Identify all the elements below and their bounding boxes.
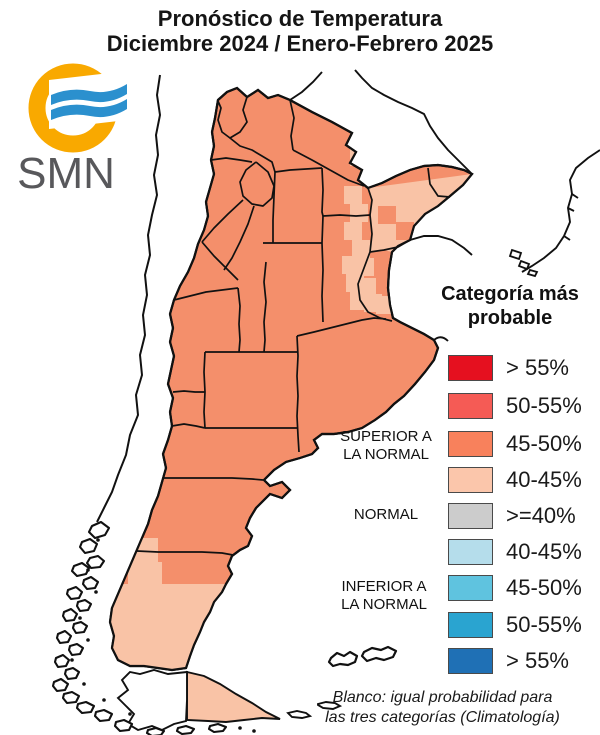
fjord-islets xyxy=(70,538,256,733)
title-line-2: Diciembre 2024 / Enero-Febrero 2025 xyxy=(106,31,494,56)
legend-swatch xyxy=(448,575,493,601)
argentina-outline xyxy=(108,86,474,672)
neighbor-borders xyxy=(289,69,600,342)
legend-title: Categoría más probable xyxy=(441,283,579,329)
legend-swatch xyxy=(448,355,493,381)
legend-swatch-label: 45-50% xyxy=(506,431,582,456)
logo-waves xyxy=(51,84,127,120)
category-label-superior: SUPERIOR A LA NORMAL xyxy=(340,428,432,463)
coastal-lagoon-islands xyxy=(508,248,539,278)
tierra-del-fuego-argentina xyxy=(186,670,281,723)
legend-swatch xyxy=(448,539,493,565)
tierra-del-fuego-chile xyxy=(116,669,188,732)
legend-row: > 55% xyxy=(448,648,569,674)
title-line-1: Pronóstico de Temperatura xyxy=(157,6,443,31)
category-label-normal: NORMAL xyxy=(353,506,419,523)
legend-row: > 55% xyxy=(448,355,569,381)
legend-swatch-label: >=40% xyxy=(506,503,576,528)
logo-text: SMN xyxy=(17,149,115,194)
legend-swatch xyxy=(448,467,493,493)
brazil-coast-jags xyxy=(563,193,579,241)
legend-row: 40-45% xyxy=(448,467,582,493)
legend-swatch xyxy=(448,648,493,674)
chilean-fjords xyxy=(51,520,228,735)
smn-logo: SMN xyxy=(17,63,127,194)
rio-de-la-plata-shore xyxy=(433,336,449,342)
paraguay-east-border xyxy=(354,69,473,175)
chile-coastline xyxy=(96,74,162,523)
legend-row: 45-50% xyxy=(448,575,582,601)
legend-swatch xyxy=(448,612,493,638)
legend-swatch xyxy=(448,393,493,419)
legend-row: 50-55% xyxy=(448,612,582,638)
page-title: Pronóstico de Temperatura Diciembre 2024… xyxy=(0,6,600,56)
paraguay-border xyxy=(289,71,323,101)
legend-row: 45-50% xyxy=(448,431,582,457)
legend-swatch-label: > 55% xyxy=(506,648,569,673)
isla-de-los-estados xyxy=(286,701,343,719)
uruguay-north-border xyxy=(409,235,473,256)
category-label-inferior: INFERIOR A LA NORMAL xyxy=(341,578,427,613)
legend-swatch-label: 45-50% xyxy=(506,575,582,600)
legend-swatch-label: 40-45% xyxy=(506,467,582,492)
legend-swatch-label: 50-55% xyxy=(506,612,582,637)
legend-swatch-label: 40-45% xyxy=(506,539,582,564)
legend-row: 40-45% xyxy=(448,539,582,565)
legend-swatch xyxy=(448,503,493,529)
legend-swatch-label: > 55% xyxy=(506,355,569,380)
legend-swatch-label: 50-55% xyxy=(506,393,582,418)
footer-note: Blanco: igual probabilidad para las tres… xyxy=(325,689,560,726)
legend-swatch xyxy=(448,431,493,457)
malvinas-islands xyxy=(327,645,398,668)
province-borders xyxy=(136,96,451,556)
legend-row: >=40% xyxy=(448,503,576,529)
legend-row: 50-55% xyxy=(448,393,582,419)
brazil-coastline xyxy=(521,149,600,273)
